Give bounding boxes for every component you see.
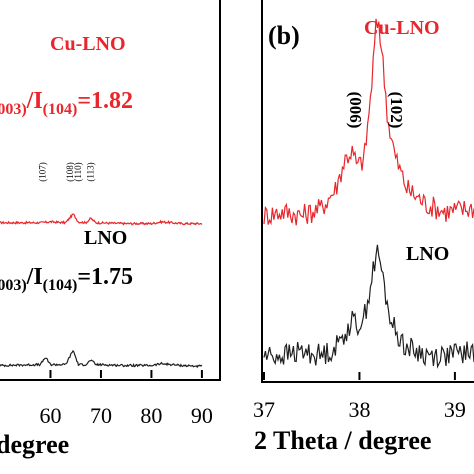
peak-label: (102) — [387, 92, 406, 129]
x-tick-label: 37 — [253, 397, 275, 422]
x-tick-label: 39 — [444, 397, 466, 422]
peak-label: (107) — [37, 162, 47, 182]
peak-label: (108) — [65, 162, 75, 182]
panel-a-x-axis-label: degree — [0, 430, 69, 459]
peak-label: (110) — [73, 162, 83, 181]
peak-label: (113) — [85, 162, 95, 181]
panel-b-label-lno: LNO — [406, 243, 449, 265]
panel-a-label-lno: LNO — [84, 227, 127, 249]
x-tick-label: 90 — [191, 403, 213, 428]
panel-b: 37 38 39 (006) (102) (b) Cu-LNO LNO 2 Theta… — [253, 0, 474, 455]
panel-a: 60 70 80 90 (107) (108)(110)(113) Cu-LNO (00… — [0, 0, 221, 459]
x-tick-label: 70 — [90, 403, 112, 428]
peak-label: (006) — [346, 92, 365, 129]
panel-a-ratio-lno: (003)/I(104)=1.75 — [0, 264, 133, 294]
panel-b-x-ticks: 37 38 39 — [253, 372, 466, 422]
panel-b-series-cu-lno — [263, 18, 474, 226]
panel-b-label: (b) — [268, 21, 300, 50]
panel-a-frame — [0, 0, 221, 381]
x-tick-label: 60 — [39, 403, 61, 428]
panel-a-label-cu-lno: Cu-LNO — [50, 33, 126, 55]
panel-b-peak-labels: (006) (102) — [346, 92, 406, 129]
x-tick-label: 80 — [140, 403, 162, 428]
panel-b-frame — [261, 0, 474, 383]
panel-a-series-cu-lno — [0, 213, 203, 226]
panel-a-peak-labels: (107) (108)(110) (113) — [37, 162, 95, 182]
panel-a-series-lno — [0, 349, 203, 369]
x-tick-label: 38 — [348, 397, 370, 422]
panel-a-x-ticks: 60 70 80 90 — [39, 370, 213, 428]
panel-b-series-lno — [263, 244, 474, 369]
panel-b-label-cu-lno: Cu-LNO — [364, 17, 440, 39]
panel-b-x-axis-label: 2 Theta / degree — [254, 426, 431, 455]
panel-a-ratio-cu-lno: (003)/I(104)=1.82 — [0, 88, 133, 118]
